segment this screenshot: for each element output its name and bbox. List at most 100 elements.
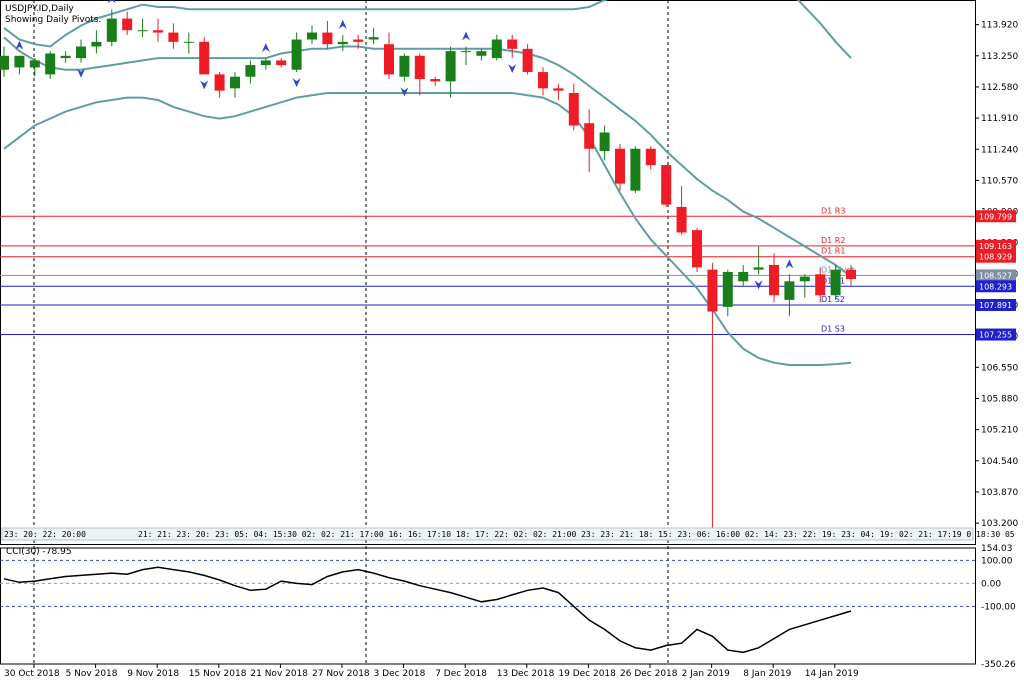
- pivot-name-d1-r1: D1 R1: [821, 247, 845, 256]
- y-tick-label: 105.210: [981, 426, 1018, 436]
- price-tag-bg: [976, 269, 1016, 282]
- candle-body: [722, 272, 733, 307]
- candle-body: [91, 41, 102, 47]
- band-middle: [3, 36, 852, 278]
- price-tag-bg: [976, 280, 1016, 293]
- candle-body: [846, 269, 856, 279]
- y-tick-label: 110.570: [981, 176, 1018, 186]
- candle-body: [476, 51, 487, 56]
- y-tick-label: 103.200: [981, 519, 1018, 529]
- price-tag-107.255: 107.255: [979, 331, 1012, 340]
- cci-tick-label: 0.00: [981, 579, 1001, 589]
- x-tick-label: 3 Dec 2018: [374, 669, 426, 679]
- price-tag-107.891: 107.891: [979, 301, 1012, 310]
- candle-body: [830, 269, 841, 296]
- price-tag-bg: [976, 328, 1016, 341]
- pivot-name-d1-s3: D1 S3: [821, 325, 845, 334]
- price-tag-108.929: 108.929: [979, 253, 1012, 262]
- cci-tick-label: 100.00: [981, 556, 1013, 566]
- fractal-up-arrow: [261, 43, 270, 53]
- candle-body: [584, 123, 595, 149]
- fractal-up-arrow: [785, 259, 794, 269]
- chart-title: USDJPY.ID,Daily: [5, 4, 74, 14]
- y-tick-label: 106.550: [981, 363, 1018, 373]
- time-strip-left: 23: 20: 22: 20:00: [4, 530, 86, 539]
- candle-body: [491, 39, 502, 59]
- candle-body: [769, 265, 779, 296]
- cci-tick-label: -350.26: [981, 660, 1016, 670]
- price-tag-108.527: 108.527: [979, 271, 1012, 280]
- candle-body: [692, 230, 702, 268]
- candle-body: [260, 60, 271, 66]
- candle-body: [615, 148, 625, 184]
- candle-body: [645, 148, 656, 166]
- x-tick-label: 9 Nov 2018: [127, 669, 179, 679]
- candle-body: [0, 55, 9, 70]
- candle-body: [245, 65, 256, 77]
- fractal-down-arrow: [200, 80, 209, 90]
- candle-body: [538, 72, 548, 89]
- candle-body: [337, 41, 348, 45]
- candle-body: [661, 165, 672, 205]
- candle-body: [214, 74, 225, 91]
- y-tick-label: 112.580: [981, 83, 1018, 93]
- band-upper: [3, 0, 852, 59]
- candle-body: [76, 46, 86, 59]
- x-tick-label: 7 Dec 2018: [435, 669, 487, 679]
- candle-body: [122, 18, 133, 31]
- pivot-name-d1-s2: D1 S2: [821, 295, 845, 304]
- x-tick-label: 14 Jan 2019: [805, 669, 859, 679]
- x-tick-label: 5 Nov 2018: [66, 669, 118, 679]
- price-tag-109.163: 109.163: [979, 242, 1012, 251]
- candle-body: [507, 39, 518, 49]
- candle-body: [60, 55, 71, 59]
- fractal-down-arrow: [754, 280, 763, 290]
- pivot-name-d1-r3: D1 R3: [821, 206, 845, 215]
- price-tag-bg: [976, 250, 1016, 263]
- y-tick-label: 111.240: [981, 145, 1018, 155]
- fractal-down-arrow: [400, 87, 409, 97]
- fractal-up-arrow: [338, 19, 347, 29]
- candle-body: [553, 88, 564, 91]
- x-tick-label: 2 Jan 2019: [682, 669, 730, 679]
- candle-body: [168, 32, 179, 42]
- candle-body: [815, 274, 826, 296]
- time-strip-right: 21: 21: 23: 20: 23: 05: 04: 15:30 02: 02…: [138, 530, 1015, 539]
- y-tick-label: 105.880: [981, 394, 1018, 404]
- candle-body: [183, 41, 194, 43]
- candle-body: [137, 30, 148, 32]
- band-lower: [3, 92, 852, 366]
- candle-body: [676, 206, 687, 233]
- price-tag-109.799: 109.799: [979, 212, 1012, 221]
- pivot-name-d1-r2: D1 R2: [821, 236, 845, 245]
- candle-body: [368, 37, 379, 40]
- candle-body: [14, 55, 25, 68]
- candle-body: [445, 51, 456, 82]
- y-tick-label: 111.910: [981, 114, 1018, 124]
- candle-body: [153, 30, 163, 33]
- candle-body: [45, 53, 56, 75]
- candle-body: [106, 18, 117, 42]
- x-tick-label: 13 Dec 2018: [497, 669, 555, 679]
- candle-body: [738, 272, 749, 282]
- fractal-up-arrow: [107, 0, 116, 4]
- y-tick-label: 113.920: [981, 21, 1018, 31]
- candle-body: [291, 39, 302, 70]
- main-panel-frame: [0, 0, 976, 545]
- candle-body: [522, 48, 533, 73]
- price-tag-108.293: 108.293: [979, 282, 1012, 291]
- candle-body: [430, 79, 441, 82]
- candle-body: [353, 39, 364, 42]
- candle-body: [599, 132, 610, 152]
- price-tag-bg: [976, 239, 1016, 252]
- candle-body: [707, 269, 718, 312]
- y-tick-label: 104.540: [981, 457, 1018, 467]
- cci-label: CCI(30) -78.95: [6, 547, 72, 557]
- candle-body: [322, 32, 333, 45]
- x-tick-label: 8 Jan 2019: [743, 669, 791, 679]
- time-strip-bg: [1, 527, 974, 541]
- fractal-down-arrow: [508, 64, 517, 74]
- cci-tick-label: -100.00: [981, 602, 1016, 612]
